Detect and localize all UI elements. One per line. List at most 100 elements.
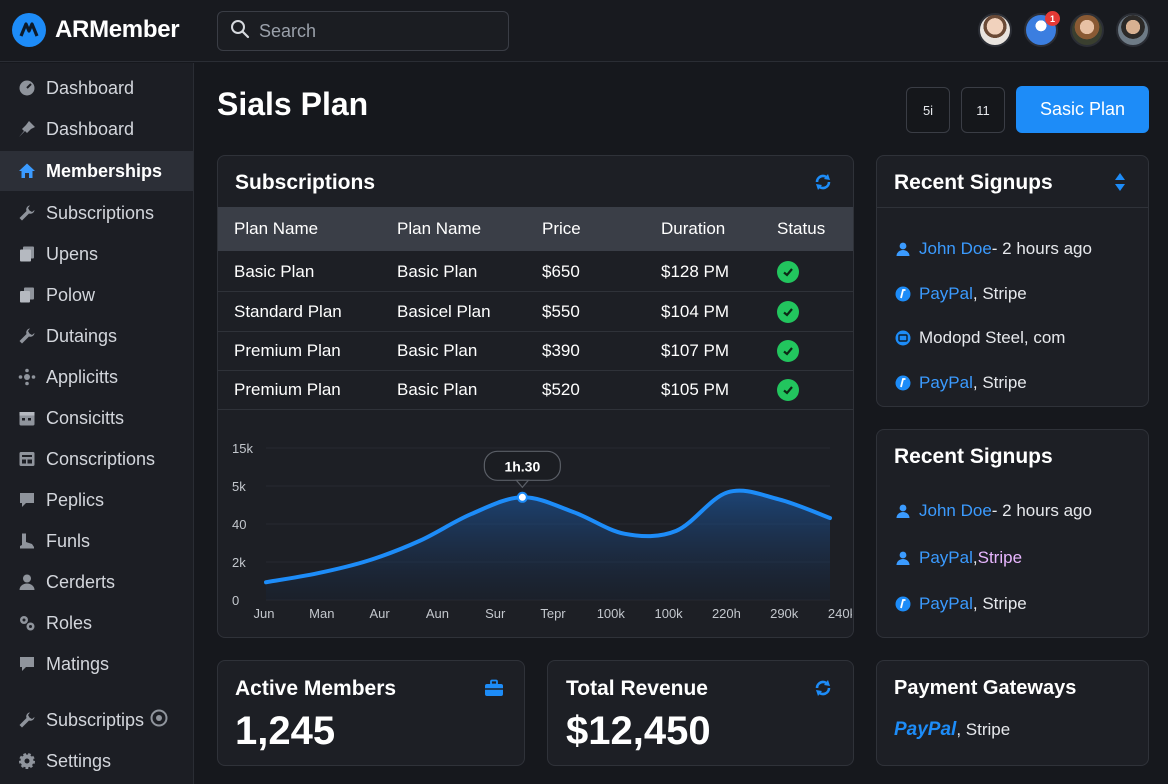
signup-item[interactable]: PayPal, Stripe [894,370,1027,396]
signup-name[interactable]: PayPal [919,594,973,613]
gateway-list: PayPal, Stripe [894,719,1010,741]
sidebar-item-label: Settings [46,750,112,771]
data-point[interactable] [571,509,577,515]
sidebar-item-memberships[interactable]: Memberships [0,151,193,191]
data-point[interactable] [827,515,833,521]
view-toggle-button[interactable]: 5i [906,87,950,133]
avatar[interactable] [1070,13,1104,47]
series-line [264,488,832,585]
price-cell: $550 [542,301,580,321]
search-input[interactable] [259,20,499,42]
sidebar-item-label: Applicitts [46,366,119,387]
wrench-icon [16,709,38,731]
x-tick-label: 290k [770,606,799,621]
data-point[interactable] [724,489,730,495]
sidebar-item-peplics[interactable]: Peplics [0,480,193,520]
sidebar-item-roles[interactable]: Roles [0,603,193,643]
signup-item[interactable]: John Doe - 2 hours ago [894,236,1092,262]
sidebar-item-matings[interactable]: Matings [0,644,193,684]
refresh-icon[interactable] [812,171,834,193]
sidebar-item-conscriptions[interactable]: Conscriptions [0,439,193,479]
column-header[interactable]: Plan Name [234,219,319,238]
avatar[interactable] [1116,13,1150,47]
data-point[interactable] [776,496,782,502]
sidebar-item-polow[interactable]: Polow [0,275,193,315]
sidebar-item-settings[interactable]: Settings [0,741,193,781]
sidebar: Dashboard Dashboard Memberships Subscriptio… [0,63,194,784]
data-point[interactable] [622,531,628,537]
data-point[interactable] [417,538,423,544]
table-row[interactable]: Premium Plan Basic Plan $520 $105 PM [218,370,853,410]
check-icon [777,300,799,323]
signup-meta: Modopd Steel, com [919,328,1066,347]
expand-icon[interactable] [1109,171,1131,193]
sidebar-item-consicitts[interactable]: Consicitts [0,398,193,438]
data-point[interactable] [366,558,372,564]
signup-name[interactable]: John Doe [919,239,992,258]
signup-meta: , [972,548,978,567]
x-tick-label: 100k [597,606,626,621]
check-icon [777,260,799,283]
signup-highlight[interactable]: Stripe [977,548,1023,567]
sidebar-item-subscriptips[interactable]: Subscriptips [0,700,193,740]
sidebar-item-upens[interactable]: Upens [0,234,193,274]
sidebar-item-label: Dutaings [46,325,118,346]
sidebar-item-label: Dashboard [46,118,135,139]
signup-name[interactable]: PayPal [919,284,973,303]
x-tick-label: 240k [828,606,852,621]
column-header[interactable]: Duration [661,219,726,238]
total-revenue-value: $12,450 [566,709,711,753]
home-icon [16,160,38,182]
x-tick-label: Man [309,606,334,621]
signup-name[interactable]: PayPal [919,373,973,392]
briefcase-icon [483,677,505,699]
user-icon [894,549,912,567]
duration-cell: $104 PM [661,301,730,321]
signup-item[interactable]: PayPal, Stripe [894,591,1027,617]
table-row[interactable]: Premium Plan Basic Plan $390 $107 PM [218,331,853,371]
x-tick-label: 220h [712,606,741,621]
signup-item[interactable]: Modopd Steel, com [894,325,1065,351]
sidebar-item-cerderts[interactable]: Cerderts [0,562,193,602]
status-cell [777,370,799,409]
active-members-card [217,660,525,766]
wrench-icon [16,202,38,224]
sidebar-item-subscriptions[interactable]: Subscriptions [0,193,193,233]
primary-plan-button[interactable]: Sasic Plan [1016,86,1149,133]
gauge-icon [16,77,38,99]
signup-item[interactable]: PayPal, Stripe [894,281,1027,307]
column-header[interactable]: Status [777,219,826,238]
price-cell: $520 [542,379,580,399]
signup-name[interactable]: PayPal [919,548,973,567]
y-tick-label: 15k [232,441,253,456]
data-point[interactable] [468,511,474,517]
signup-name[interactable]: John Doe [919,501,992,520]
tooltip-point[interactable] [516,491,528,503]
sidebar-item-funls[interactable]: Funls [0,521,193,561]
support-icon[interactable] [150,709,168,732]
sidebar-item-label: Upens [46,243,99,264]
sidebar-item-dashboard[interactable]: Dashboard [0,109,193,149]
table-row[interactable]: Standard Plan Basicel Plan $550 $104 PM [218,292,853,332]
column-header[interactable]: Plan Name [397,219,482,238]
search-box[interactable] [217,11,509,51]
sidebar-item-applicitts[interactable]: Applicitts [0,357,193,397]
table-row[interactable]: Basic Plan Basic Plan $650 $128 PM [218,252,853,292]
paypal-logo[interactable]: PayPal [894,719,957,740]
data-point[interactable] [314,570,320,576]
subscriptions-title: Subscriptions [235,171,376,194]
refresh-icon[interactable] [812,677,834,699]
active-members-value: 1,245 [235,709,336,753]
avatar[interactable] [978,13,1012,47]
sidebar-item-label: Roles [46,612,93,633]
count-button[interactable]: 11 [961,87,1005,133]
sidebar-item-dashboard[interactable]: Dashboard [0,68,193,108]
notifications-avatar[interactable]: 1 [1024,11,1060,47]
sidebar-item-dutaings[interactable]: Dutaings [0,316,193,356]
signup-item[interactable]: John Doe - 2 hours ago [894,498,1092,524]
signup-item[interactable]: PayPal, Stripe [894,545,1022,571]
data-point[interactable] [673,528,679,534]
column-header[interactable]: Price [542,219,581,238]
data-point[interactable] [263,579,269,585]
brand[interactable]: ARMember [12,12,180,48]
